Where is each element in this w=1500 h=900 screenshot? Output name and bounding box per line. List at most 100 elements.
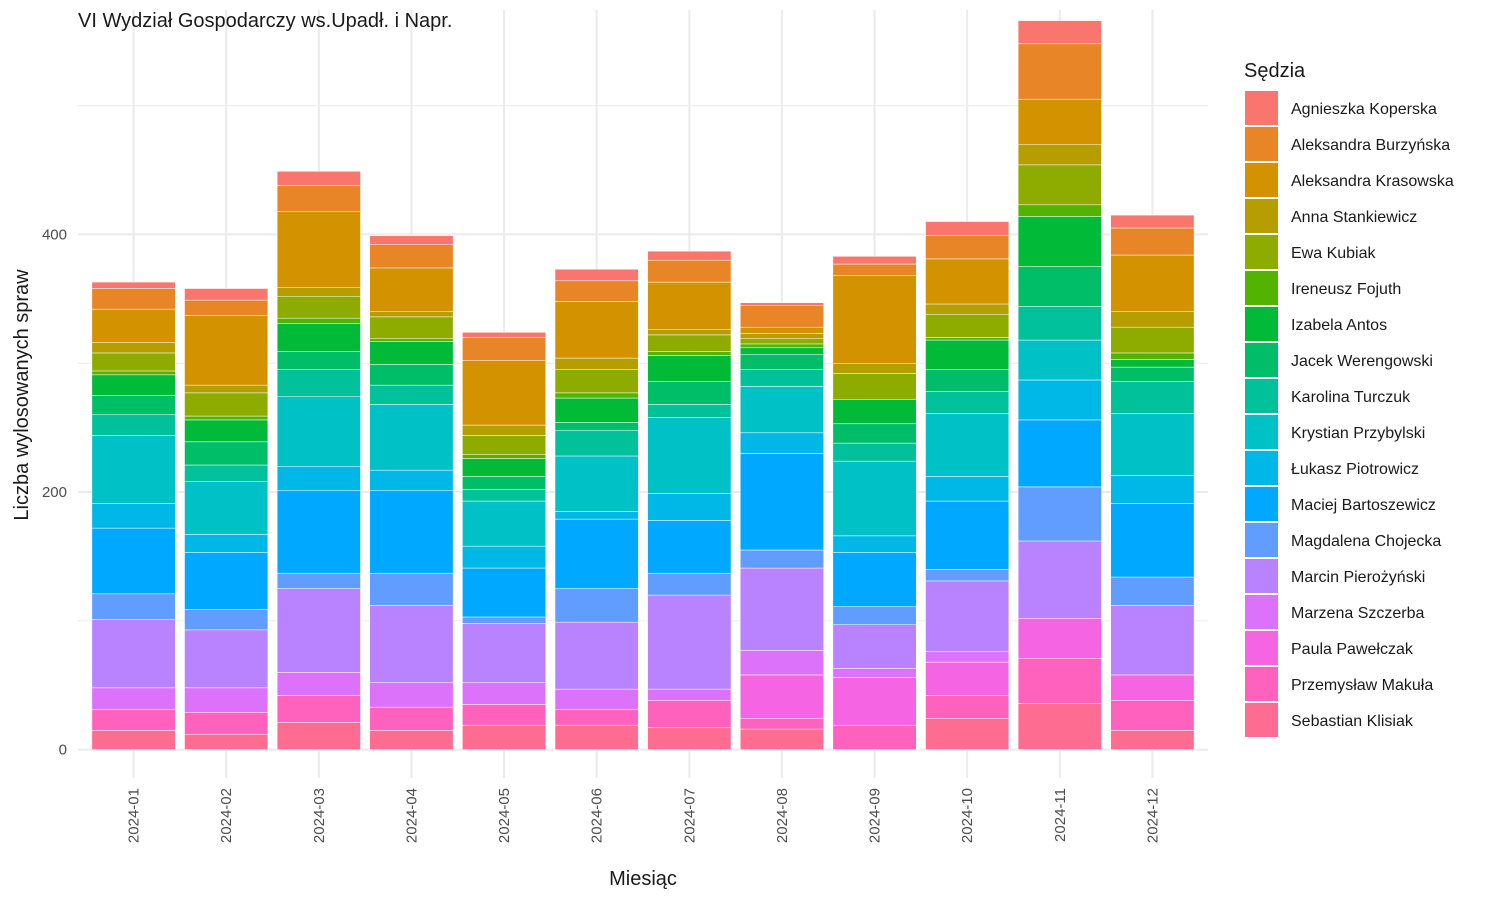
bar-segment: [647, 520, 732, 574]
bar-segment: [1110, 254, 1195, 312]
bar-segment: [276, 572, 361, 589]
bar-segment: [925, 391, 1010, 414]
bar-segment: [554, 518, 639, 589]
bar-segment: [925, 337, 1010, 341]
bar-segment: [369, 706, 454, 731]
bar-segment: [1017, 657, 1102, 704]
y-axis-ticks: 0 200 400: [42, 226, 67, 758]
bar-segment: [91, 435, 176, 504]
bar-segment: [832, 724, 917, 750]
bar-segment: [369, 605, 454, 683]
bar-stack-2024-04: [369, 235, 454, 750]
bar-segment: [1110, 381, 1195, 414]
bar-segment: [1017, 164, 1102, 206]
bar-segment: [1017, 306, 1102, 341]
bar-segment: [462, 332, 546, 338]
bar-stacks: [91, 20, 1195, 750]
bar-segment: [832, 256, 917, 265]
bar-segment: [832, 373, 917, 400]
legend-swatch: [1245, 523, 1278, 557]
bar-segment: [554, 455, 639, 512]
bar-segment: [647, 572, 732, 596]
bar-segment: [369, 384, 454, 405]
bar-segment: [1110, 576, 1195, 606]
bar-segment: [276, 317, 361, 324]
legend-label: Agnieszka Koperska: [1291, 101, 1437, 118]
bar-segment: [740, 338, 824, 345]
bar-segment: [184, 315, 269, 386]
bar-segment: [462, 360, 546, 426]
bar-segment: [276, 672, 361, 696]
legend-title: Sędzia: [1244, 60, 1306, 82]
legend-label: Marcin Pierożyński: [1291, 569, 1425, 586]
bar-segment: [1017, 419, 1102, 488]
bar-segment: [740, 650, 824, 676]
x-tick-label: 2024-12: [1144, 788, 1161, 843]
legend-label: Ireneusz Fojuth: [1291, 281, 1401, 298]
bar-segment: [184, 299, 269, 316]
bar-segment: [91, 619, 176, 689]
bar-segment: [184, 687, 269, 713]
x-tick-label: 2024-10: [959, 788, 976, 843]
y-axis-title: Liczba wylosowanych spraw: [11, 269, 33, 521]
bar-segment: [740, 718, 824, 730]
bar-segment: [832, 275, 917, 364]
bar-segment: [462, 476, 546, 490]
bar-segment: [276, 210, 361, 288]
bar-segment: [925, 476, 1010, 502]
bar-segment: [91, 308, 176, 343]
bar-segment: [925, 413, 1010, 477]
bar-segment: [1110, 352, 1195, 360]
bar-segment: [184, 534, 269, 553]
x-tick-label: 2024-09: [867, 788, 884, 843]
bar-segment: [832, 460, 917, 537]
bar-segment: [740, 453, 824, 551]
bar-segment: [462, 424, 546, 436]
x-axis-ticks: 2024-01 2024-02 2024-03 2024-04 2024-05 2024-…: [126, 788, 1162, 843]
bar-stack-2024-12: [1110, 214, 1195, 750]
legend-label: Maciej Bartoszewicz: [1291, 497, 1436, 514]
bar-stack-2024-09: [832, 256, 917, 750]
legend-swatch: [1245, 235, 1278, 269]
bar-segment: [91, 374, 176, 396]
bar-stack-2024-11: [1017, 20, 1102, 750]
legend-label: Sebastian Klisiak: [1291, 713, 1414, 730]
bar-segment: [184, 441, 269, 466]
bar-segment: [276, 351, 361, 370]
bar-segment: [1017, 204, 1102, 217]
legend-swatch: [1245, 415, 1278, 449]
bar-segment: [647, 329, 732, 336]
bar-segment: [1017, 486, 1102, 542]
bar-segment: [554, 429, 639, 457]
bar-segment: [647, 250, 732, 261]
bar-segment: [276, 296, 361, 319]
bar-segment: [462, 458, 546, 477]
bar-segment: [462, 567, 546, 618]
bar-segment: [91, 370, 176, 376]
bar-stack-2024-06: [554, 268, 639, 750]
legend-swatch: [1245, 703, 1278, 737]
bar-segment: [184, 609, 269, 631]
bar-stack-2024-08: [740, 302, 824, 750]
bar-segment: [184, 419, 269, 443]
bar-segment: [647, 381, 732, 405]
bar-segment: [184, 712, 269, 735]
bar-segment: [369, 267, 454, 312]
bar-segment: [554, 397, 639, 423]
bar-segment: [369, 469, 454, 492]
bar-segment: [1017, 43, 1102, 100]
legend-label: Ewa Kubiak: [1291, 245, 1376, 262]
bar-segment: [925, 580, 1010, 653]
x-tick-label: 2024-03: [311, 788, 328, 843]
bar-segment: [740, 333, 824, 340]
bar-segment: [925, 661, 1010, 696]
bar-segment: [369, 341, 454, 365]
bar-segment: [832, 442, 917, 462]
bar-segment: [91, 730, 176, 750]
bar-segment: [369, 311, 454, 318]
legend-label: Krystian Przybylski: [1291, 425, 1425, 442]
bar-segment: [740, 343, 824, 349]
bar-segment: [91, 527, 176, 595]
legend-swatch: [1245, 379, 1278, 413]
bar-segment: [1110, 366, 1195, 382]
